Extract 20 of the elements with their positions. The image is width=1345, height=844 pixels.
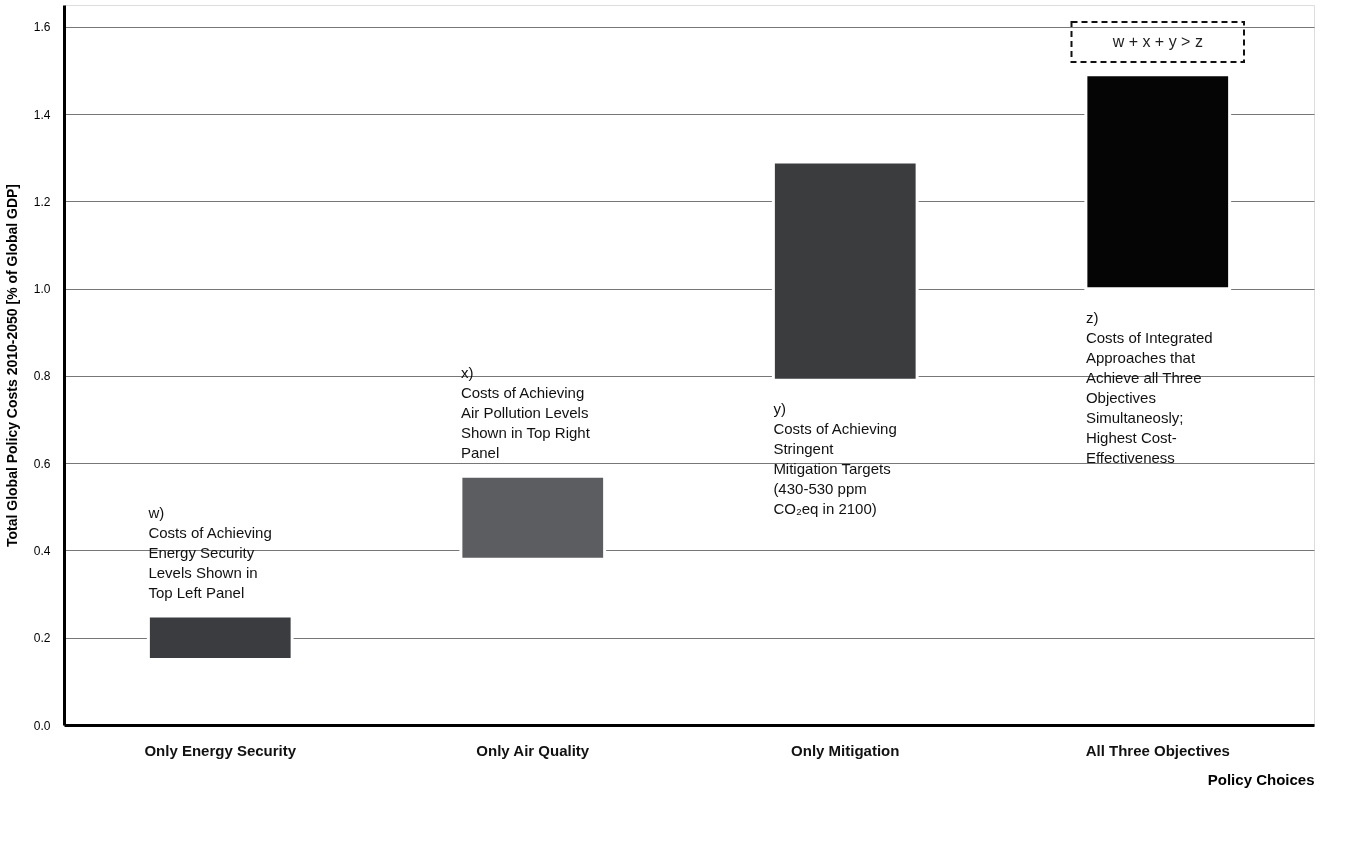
- y-axis-title: Total Global Policy Costs 2010-2050 [% of Global GDP]: [3, 183, 20, 548]
- x-tick-label: Only Air Quality: [476, 741, 590, 759]
- y-tick-label: 1.6: [33, 20, 51, 35]
- x-axis-title: Policy Choices: [1207, 770, 1315, 788]
- y-tick-label: 1.2: [33, 194, 51, 209]
- y-tick-label: 0.4: [33, 543, 51, 558]
- y-tick-label: 0.6: [33, 456, 51, 471]
- bar: [1084, 73, 1232, 291]
- y-tick-label: 1.0: [33, 282, 51, 297]
- annotation: w + x + y > z: [1111, 33, 1203, 51]
- bar: [459, 474, 607, 561]
- x-tick-label: Only Mitigation: [791, 741, 900, 759]
- annotation: y) Costs of Achieving Stringent Mitigation Targets (430-530 ppm CO₂eq in 2100): [773, 400, 897, 518]
- x-tick-label: Only Energy Security: [144, 741, 297, 759]
- x-tick-label: All Three Objectives: [1085, 741, 1230, 759]
- y-tick-label: 1.4: [33, 107, 51, 122]
- y-tick-label: 0.2: [33, 631, 51, 646]
- bar: [771, 160, 919, 382]
- y-tick-label: 0.8: [33, 369, 51, 384]
- y-tick-label: 0.0: [33, 718, 51, 733]
